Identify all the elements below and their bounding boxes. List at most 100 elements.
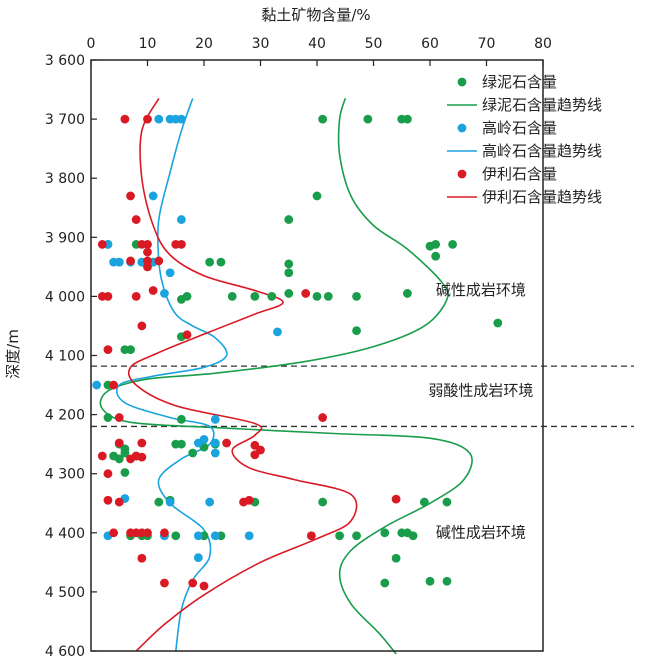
y-tick-label: 3 600 — [45, 53, 85, 69]
y-tick-label: 4 500 — [45, 585, 85, 601]
data-point — [403, 289, 412, 298]
legend-marker — [457, 77, 467, 87]
data-point — [103, 413, 113, 422]
data-point — [103, 469, 113, 479]
data-point — [425, 576, 435, 586]
x-tick-label: 30 — [252, 36, 270, 52]
y-tick-label: 4 400 — [45, 526, 85, 542]
data-point — [114, 454, 124, 464]
data-point — [363, 114, 373, 124]
data-point — [431, 251, 441, 261]
plot-frame — [90, 59, 544, 652]
data-point — [109, 380, 118, 390]
data-point — [109, 528, 118, 538]
trend-line — [115, 98, 228, 652]
y-axis-ticks: 3 600 3 700 3 800 3 900 4 000 4 100 4 200 4 300… — [45, 53, 97, 660]
data-point — [177, 239, 186, 249]
legend-label: 绿泥石含量 — [482, 73, 557, 91]
data-point — [114, 438, 124, 448]
data-point — [408, 531, 418, 541]
data-point — [284, 268, 294, 278]
zone-label: 碱性成岩环境 — [436, 524, 526, 542]
data-point — [199, 581, 209, 591]
data-point — [126, 345, 135, 354]
data-point — [493, 318, 503, 328]
data-point — [391, 494, 401, 504]
data-point — [188, 578, 198, 588]
y-tick-label: 4 000 — [45, 289, 85, 305]
data-point — [352, 531, 361, 541]
data-point — [448, 239, 457, 249]
data-point — [188, 448, 198, 458]
data-point — [216, 257, 226, 267]
data-point — [103, 292, 113, 301]
data-point — [380, 528, 390, 538]
data-point — [323, 292, 333, 301]
data-point — [442, 497, 452, 507]
data-point — [193, 553, 203, 563]
x-axis-ticks: 0 10 20 30 40 50 60 70 80 — [87, 36, 552, 66]
data-point — [301, 289, 311, 298]
data-point — [165, 268, 175, 278]
data-point — [120, 468, 130, 477]
trend-line — [99, 98, 473, 655]
x-tick-label: 40 — [308, 36, 326, 52]
data-point — [131, 215, 141, 224]
legend-label: 高岭石含量 — [482, 119, 557, 137]
data-point — [137, 321, 147, 331]
data-point — [97, 451, 107, 461]
data-point — [210, 438, 220, 448]
data-point — [318, 114, 328, 124]
data-point — [114, 257, 124, 267]
data-point — [442, 576, 452, 586]
trend-line — [127, 98, 358, 652]
y-axis-title: 深度/m — [4, 329, 22, 379]
data-point — [154, 114, 164, 124]
data-point — [103, 495, 113, 505]
legend-marker — [457, 123, 467, 133]
data-point — [244, 495, 254, 505]
data-point — [182, 292, 192, 301]
x-tick-label: 80 — [534, 36, 552, 52]
x-tick-label: 60 — [421, 36, 439, 52]
data-point — [137, 553, 147, 563]
data-point — [126, 256, 135, 266]
data-point — [154, 256, 164, 266]
data-point — [284, 215, 294, 224]
data-point — [120, 448, 130, 458]
y-tick-label: 4 200 — [45, 408, 85, 424]
data-point — [120, 114, 130, 124]
legend-label: 高岭石含量趋势线 — [482, 142, 602, 160]
data-point — [284, 259, 294, 269]
trend-lines — [99, 98, 473, 655]
y-tick-label: 3 900 — [45, 230, 85, 246]
x-tick-label: 20 — [195, 36, 213, 52]
data-point — [419, 497, 429, 507]
data-point — [250, 292, 260, 301]
y-tick-label: 4 600 — [45, 644, 85, 660]
zone-label: 碱性成岩环境 — [436, 281, 526, 299]
data-point — [143, 247, 152, 257]
data-point — [177, 114, 186, 124]
data-point — [273, 327, 282, 337]
data-point — [160, 528, 169, 538]
data-point — [222, 438, 232, 448]
x-tick-label: 50 — [365, 36, 383, 52]
data-point — [318, 497, 328, 507]
x-tick-label: 70 — [478, 36, 496, 52]
data-point — [143, 528, 152, 538]
data-point — [177, 439, 186, 449]
data-point — [143, 262, 152, 272]
data-point — [318, 413, 328, 422]
data-point — [182, 330, 192, 340]
data-point — [171, 531, 181, 541]
data-point — [250, 450, 260, 460]
x-axis-title: 黏土矿物含量/% — [261, 6, 370, 24]
data-point — [199, 435, 209, 444]
y-tick-label: 3 800 — [45, 171, 85, 187]
legend-marker — [457, 169, 467, 179]
data-point — [143, 239, 152, 249]
